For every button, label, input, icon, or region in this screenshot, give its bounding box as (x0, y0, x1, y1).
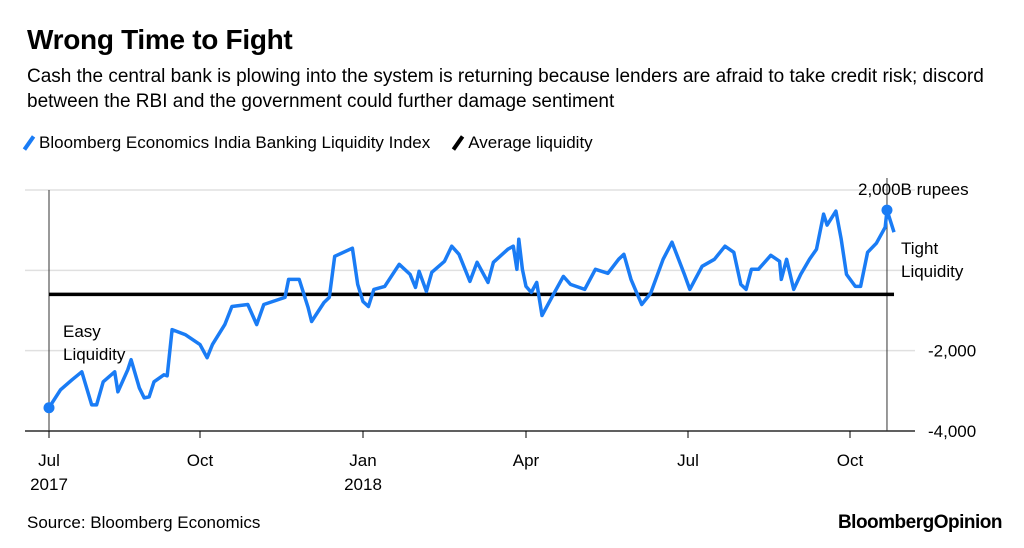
x-tick-label: Oct (837, 451, 864, 470)
start-point-dot (43, 402, 55, 414)
x-tick-label: Apr (513, 451, 540, 470)
annotation-tight: Tight (901, 239, 938, 258)
x-tick-year: 2018 (344, 475, 382, 494)
legend-label-average: Average liquidity (468, 133, 593, 152)
chart-subtitle: Cash the central bank is plowing into th… (27, 66, 984, 112)
chart-title: Wrong Time to Fight (27, 24, 293, 55)
x-tick-label: Jul (38, 451, 60, 470)
liquidity-index-line (47, 208, 896, 409)
bloomberg-opinion-logo: BloombergOpinion (837, 512, 1003, 533)
y-tick-label: -2,000 (928, 342, 976, 361)
annotation-tight-liquidity: Liquidity (901, 262, 964, 281)
latest-point-dot (881, 204, 893, 216)
legend: Bloomberg Economics India Banking Liquid… (22, 133, 593, 153)
x-tick-label: Oct (187, 451, 214, 470)
x-tick-label: Jul (677, 451, 699, 470)
annotation-easy: Easy (63, 322, 101, 341)
y-tick-label: 2,000B rupees (858, 180, 969, 199)
x-tick-label: Jan (349, 451, 376, 470)
source-note: Source: Bloomberg Economics (27, 513, 261, 532)
legend-item-index: Bloomberg Economics India Banking Liquid… (22, 133, 431, 153)
legend-label-index: Bloomberg Economics India Banking Liquid… (39, 133, 431, 152)
legend-item-average: Average liquidity (452, 133, 593, 153)
y-tick-label: -4,000 (928, 422, 976, 441)
x-tick-year: 2017 (30, 475, 68, 494)
annotation-easy-liquidity: Liquidity (63, 345, 126, 364)
